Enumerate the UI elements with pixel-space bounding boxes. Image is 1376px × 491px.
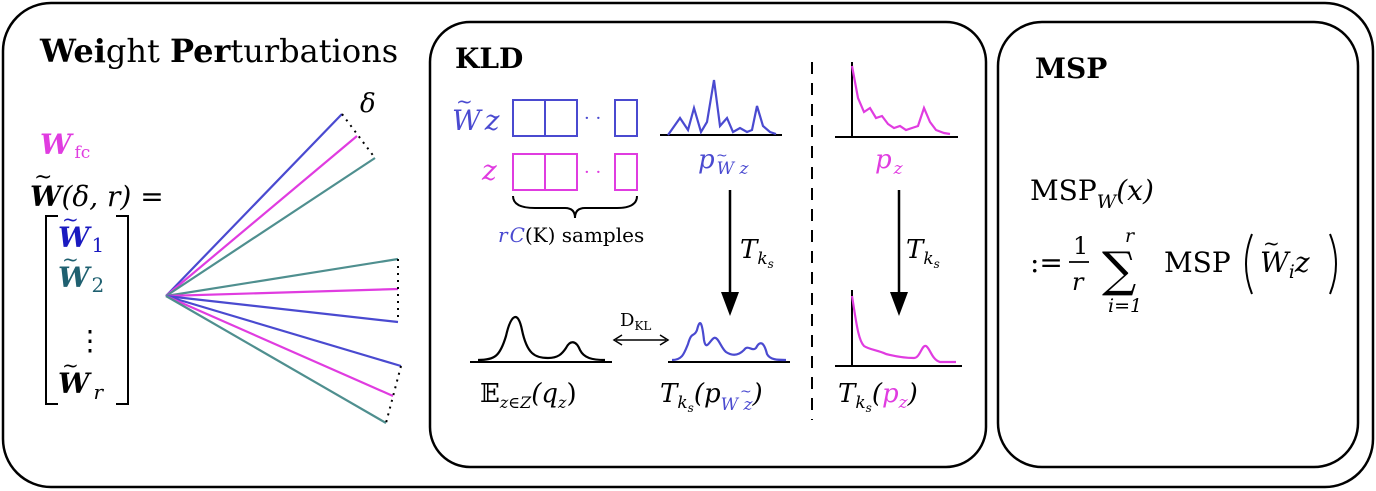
msp-panel-title: MSP — [1035, 52, 1107, 85]
delta-label: δ — [360, 89, 376, 119]
expect-curve — [477, 316, 606, 362]
z-box-dots: · · — [584, 162, 601, 183]
fan-line-blue-2 — [165, 294, 399, 324]
msp-arg-tilde: ~ — [1263, 231, 1280, 255]
fan-line-teal-3 — [165, 295, 387, 424]
transform-label-middle: Tks — [740, 235, 774, 271]
fan-line-magenta-3 — [165, 294, 394, 398]
wr-tilde: ~ — [62, 353, 79, 377]
p-z-histogram — [850, 65, 951, 136]
msp-sum-top: r — [1125, 225, 1136, 247]
matrix-right-bracket — [116, 215, 129, 405]
fan-line-teal-1 — [165, 157, 376, 297]
fan-dotted-connectors — [341, 113, 402, 424]
msp-arg: Wiz — [1260, 246, 1310, 283]
samples-brace — [512, 195, 638, 219]
p-wz-histogram — [667, 79, 777, 136]
wz-box-dots: · · — [584, 108, 601, 129]
samples-label: r C(K) samples — [498, 223, 644, 247]
fan-line-blue-3 — [165, 294, 402, 368]
matrix-vdots: ⋮ — [76, 324, 104, 357]
transform-label-right: Tks — [906, 235, 940, 271]
perturbation-fan — [165, 113, 402, 424]
tp-wz-tilde: ~ — [740, 384, 752, 400]
msp-frac-num: 1 — [1073, 232, 1088, 260]
msp-frac-den: r — [1072, 268, 1085, 296]
z-row-label: z — [481, 154, 497, 187]
matrix-left-bracket — [45, 215, 58, 405]
tp-z-label: Tks(pz) — [838, 379, 918, 415]
kld-panel-frame — [428, 20, 988, 469]
transform-arrow-right — [890, 190, 908, 316]
msp-sum-bottom: i=1 — [1108, 295, 1142, 317]
msp-rhs: MSP — [1164, 246, 1231, 279]
tp-wz-curve — [671, 322, 787, 362]
msp-right-paren — [1329, 233, 1337, 295]
w-tilde-eq-label: W(δ, r) = — [30, 180, 164, 213]
fan-line-magenta-2 — [165, 287, 399, 298]
z-sample-boxes — [512, 153, 638, 191]
transform-arrow-middle — [721, 190, 739, 316]
dkl-double-arrow — [612, 334, 670, 346]
fan-line-teal-2 — [165, 257, 399, 298]
wz-tilde: ~ — [456, 89, 473, 113]
fan-line-magenta-1 — [165, 135, 358, 297]
fan-line-blue-1 — [165, 113, 343, 297]
msp-lhs: MSPW(x) — [1030, 174, 1154, 213]
tp-z-curve — [850, 295, 956, 364]
dkl-label: DKL — [620, 310, 651, 333]
w1-tilde: ~ — [62, 207, 79, 231]
w-tilde-mark: ~ — [34, 165, 52, 190]
msp-sum-sign: ∑ — [1102, 242, 1136, 298]
tp-wz-label: Tks(pW z) — [660, 379, 763, 415]
msp-assign: := — [1030, 246, 1063, 279]
wz-sample-boxes — [512, 99, 638, 137]
expect-label: 𝔼z∈Z(qz) — [480, 379, 577, 412]
msp-panel-frame — [996, 20, 1360, 469]
kld-panel-title: KLD — [455, 42, 523, 75]
weight-panel-title: Weight Perturbations — [39, 32, 398, 70]
w2-tilde: ~ — [62, 247, 79, 271]
p-wz-tilde: ~ — [716, 148, 728, 164]
msp-panel: MSP MSPW(x) := 1 r r ∑ i=1 MSP Wiz ~ — [996, 20, 1360, 469]
msp-left-paren — [1245, 233, 1253, 295]
